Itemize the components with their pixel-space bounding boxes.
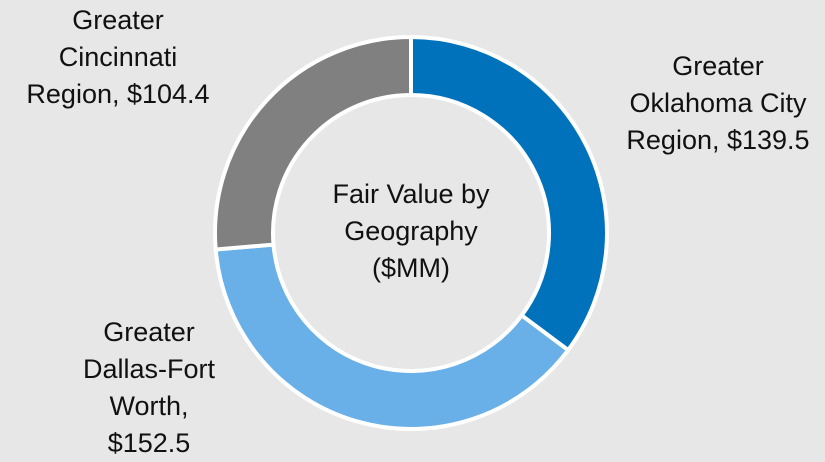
- slice-label: Greater Dallas-Fort Worth, $152.5: [82, 317, 216, 458]
- donut-slice: [213, 34, 413, 252]
- slice-label: Greater Cincinnati Region, $104.4: [26, 5, 210, 109]
- donut-slice: [409, 34, 609, 353]
- donut-slice: [213, 242, 571, 431]
- chart-title: Fair Value by Geography ($MM): [332, 179, 490, 283]
- slice-label: Greater Oklahoma City Region, $139.5: [626, 51, 810, 155]
